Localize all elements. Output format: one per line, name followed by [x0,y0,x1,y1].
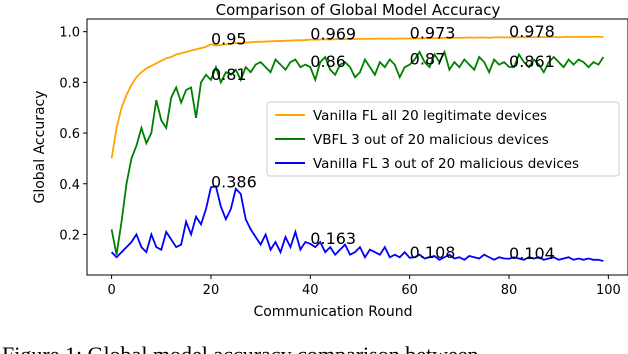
series-line [110,35,604,159]
data-label: 0.973 [410,24,456,43]
caption: Figure 1: Global model accuracy comparis… [2,342,479,354]
plot-frame [86,18,628,276]
legend-label: Vanilla FL all 20 legitimate devices [313,108,547,124]
legend-label: Vanilla FL 3 out of 20 malicious devices [313,156,579,172]
x-tick-label: 100 [596,283,621,298]
y-tick-label: 1.0 [59,26,80,41]
legend-label: VBFL 3 out of 20 malicious devices [313,132,549,148]
data-label: 0.978 [509,22,555,41]
legend-box [266,101,620,177]
data-label: 0.861 [509,52,555,71]
data-label: 0.969 [310,25,356,44]
y-axis-label: Global Accuracy [32,90,48,203]
y-tick-label: 0.6 [59,127,80,142]
y-tick-label: 0.2 [59,228,80,243]
series-line [110,185,604,262]
x-tick-label: 80 [501,283,518,298]
data-label: 0.86 [310,52,346,71]
x-tick-label: 20 [203,283,220,298]
x-tick-label: 40 [302,283,319,298]
x-tick-label: 60 [401,283,418,298]
series-line [110,49,605,255]
data-label: 0.87 [410,50,446,69]
legend: Vanilla FL all 20 legitimate devices VBFL… [266,101,620,177]
y-tick-label: 0.8 [59,76,80,91]
data-label: 0.163 [310,229,356,248]
data-label: 0.108 [410,243,456,262]
x-tick-label: 0 [107,283,115,298]
data-label: 0.81 [211,65,247,84]
chart-title: Comparison of Global Model Accuracy [216,1,501,19]
y-tick-label: 0.4 [59,178,80,193]
data-label: 0.104 [509,244,555,263]
data-label: 0.95 [211,29,247,48]
x-axis-label: Communication Round [253,304,412,320]
data-label: 0.386 [211,172,257,191]
